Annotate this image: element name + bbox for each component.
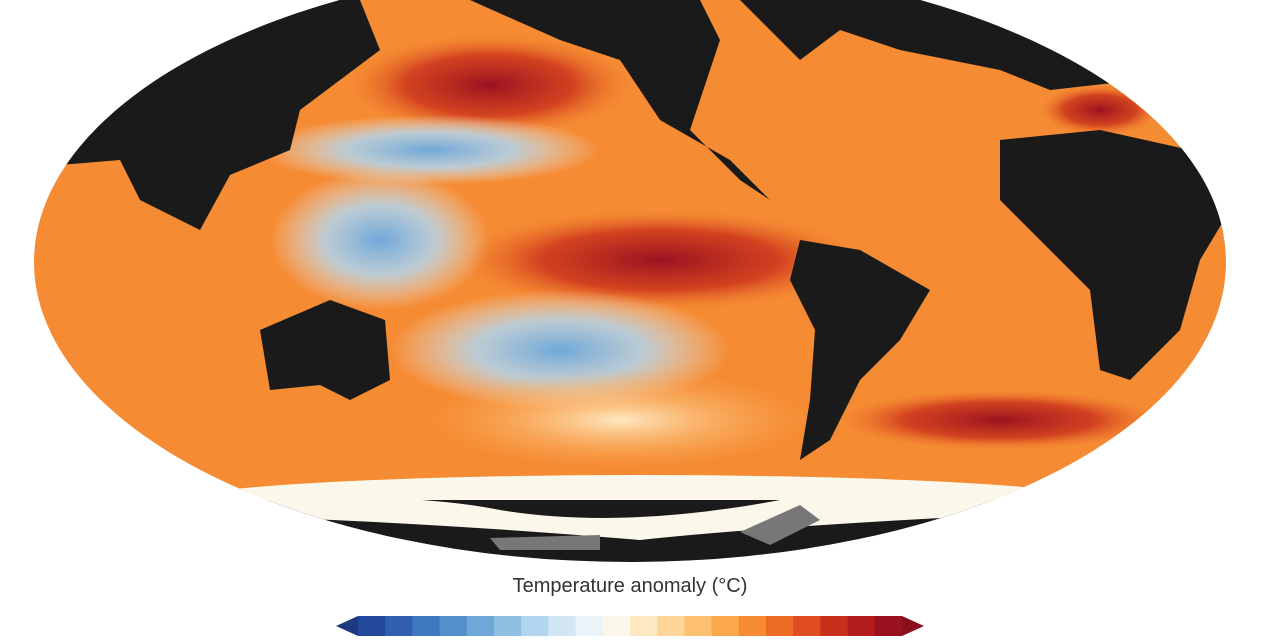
- colorbar-swatch: [466, 616, 495, 636]
- landmass: [790, 240, 930, 460]
- landmass: [260, 300, 390, 400]
- colorbar-swatch: [874, 616, 903, 636]
- colorbar-swatch: [494, 616, 522, 636]
- cool-anomaly: [260, 115, 600, 185]
- legend-title: Temperature anomaly (°C): [513, 575, 748, 597]
- colorbar-swatch: [684, 616, 713, 636]
- colorbar-swatch: [575, 616, 604, 636]
- landmass: [1000, 130, 1226, 380]
- colorbar-swatch: [657, 616, 685, 636]
- warm-anomaly: [840, 390, 1160, 450]
- colorbar-swatch: [602, 616, 631, 636]
- colorbar-swatch: [820, 616, 849, 636]
- colorbar-swatch: [630, 616, 658, 636]
- cool-anomaly: [270, 170, 490, 310]
- colorbar-swatch: [439, 616, 468, 636]
- colorbar-swatch: [738, 616, 767, 636]
- colorbar-high-arrow: [902, 616, 924, 636]
- warm-anomaly: [1040, 85, 1160, 135]
- colorbar-swatch: [847, 616, 876, 636]
- warm-anomaly: [460, 210, 860, 310]
- neutral-anomaly: [420, 370, 820, 470]
- antarctica: [490, 505, 820, 550]
- colorbar-swatch: [385, 616, 413, 636]
- antarctic-ice: [190, 495, 1060, 540]
- colorbar-swatch: [766, 616, 794, 636]
- landmass: [470, 0, 790, 220]
- colorbar-swatch: [358, 616, 386, 636]
- colorbar-swatch: [412, 616, 441, 636]
- colorbar-low-arrow: [336, 616, 358, 636]
- colorbar-swatch: [793, 616, 821, 636]
- colorbar: [336, 616, 924, 636]
- warm-anomaly: [350, 35, 630, 135]
- colorbar-swatch: [521, 616, 549, 636]
- colorbar-swatch: [711, 616, 740, 636]
- colorbar-swatch: [548, 616, 577, 636]
